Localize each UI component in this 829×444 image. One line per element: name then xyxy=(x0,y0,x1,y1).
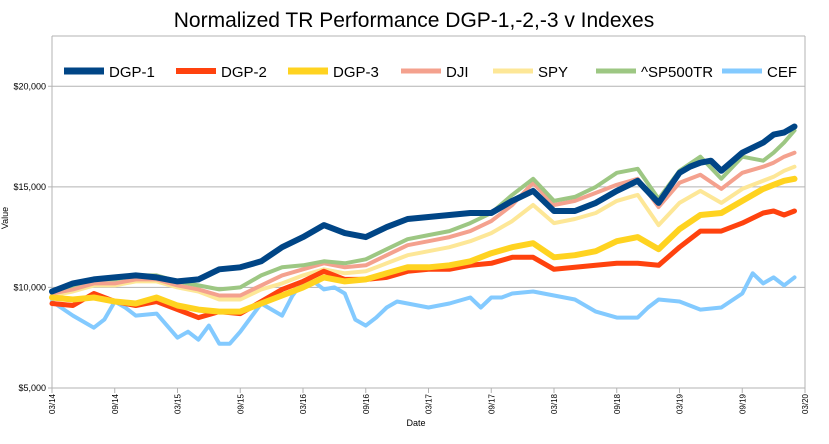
y-axis-label: Value xyxy=(0,207,10,229)
legend-label: SPY xyxy=(538,64,568,81)
x-tick-label: 03/20 xyxy=(801,393,810,414)
x-axis-ticks: 03/14 09/14 03/15 09/15 03/16 09/16 03/17 09/17… xyxy=(48,393,810,414)
x-tick-label: 03/19 xyxy=(676,393,685,414)
gridlines xyxy=(48,35,806,393)
x-tick-label: 03/14 xyxy=(48,393,57,414)
x-tick-label: 03/15 xyxy=(174,393,183,414)
series-lines xyxy=(49,123,798,346)
legend-label: DGP-3 xyxy=(333,64,379,81)
x-tick-label: 03/18 xyxy=(550,393,559,414)
y-tick-label: $5,000 xyxy=(18,383,46,393)
series-line-cef xyxy=(50,271,797,346)
x-tick-label: 09/17 xyxy=(487,393,496,414)
series-line-dgp3 xyxy=(49,175,798,315)
x-tick-label: 09/16 xyxy=(362,393,371,414)
x-tick-label: 09/19 xyxy=(738,393,747,414)
series-line-dgp1 xyxy=(49,123,798,295)
x-axis-label: Date xyxy=(406,418,425,428)
chart-title: Normalized TR Performance DGP-1,-2,-3 v … xyxy=(174,9,654,32)
y-tick-label: $10,000 xyxy=(13,282,46,292)
y-tick-label: $15,000 xyxy=(13,182,46,192)
legend: DGP-1 DGP-2 DGP-3 DJI SPY ^SP500TR CEF xyxy=(64,64,797,81)
y-axis-ticks: $5,000 $10,000 $15,000 $20,000 xyxy=(13,81,46,393)
x-tick-label: 09/14 xyxy=(111,393,120,414)
x-tick-label: 03/16 xyxy=(299,393,308,414)
x-tick-label: 03/17 xyxy=(425,393,434,414)
y-tick-label: $20,000 xyxy=(13,81,46,91)
legend-label: DGP-2 xyxy=(221,64,267,81)
series-line-dji xyxy=(50,150,797,298)
x-tick-label: 09/18 xyxy=(613,393,622,414)
x-tick-label: 09/15 xyxy=(236,393,245,414)
legend-label: CEF xyxy=(767,64,797,81)
legend-label: DJI xyxy=(446,64,469,81)
legend-label: DGP-1 xyxy=(109,64,155,81)
legend-label: ^SP500TR xyxy=(641,64,713,81)
